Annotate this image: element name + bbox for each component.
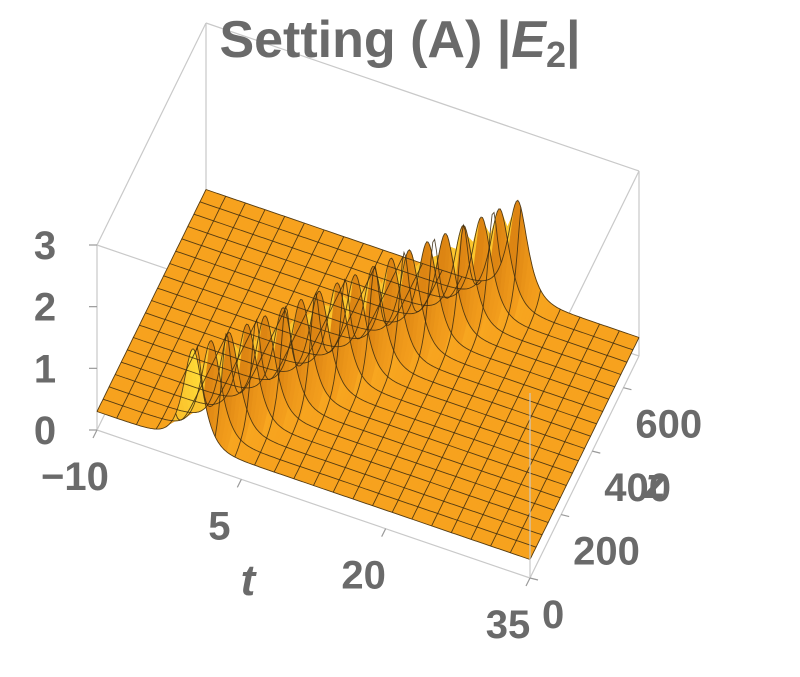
chart-title-symbol: E: [511, 11, 547, 69]
t-tick-label: 20: [341, 554, 386, 598]
box-edge-front: [96, 429, 531, 579]
box-edge-back: [96, 22, 207, 246]
mesh-line-z: [102, 340, 537, 548]
z-tick-label: 200: [573, 530, 640, 574]
t-tick-mark: [236, 479, 242, 488]
z-tick-mark: [529, 577, 539, 581]
mesh-line-z: [121, 315, 555, 511]
x-axis-label: t: [241, 556, 258, 605]
mesh-line-z: [187, 224, 621, 375]
chart-title: Setting (A) |E2|: [219, 11, 580, 75]
mesh-line-z: [193, 213, 628, 363]
mesh-line-z: [175, 241, 609, 400]
mesh-line-z: [96, 348, 531, 560]
chart-title-close: |: [566, 11, 581, 69]
mesh-line-z: [127, 306, 561, 499]
mesh-line-z: [199, 201, 634, 351]
mesh-line-z: [108, 331, 543, 536]
t-tick-label: 35: [486, 603, 531, 647]
bounding-box-front: [96, 355, 640, 579]
mesh-line-z: [151, 273, 585, 449]
chart-title-subscript: 2: [546, 34, 566, 75]
mesh-line-z: [181, 233, 615, 388]
mesh-line-z: [157, 266, 591, 437]
z-tick-mark: [560, 513, 570, 518]
z-tick-label: 600: [635, 403, 702, 447]
mesh-line-z: [205, 189, 640, 338]
height-tick-label: 3: [34, 224, 56, 268]
chart-title-main: Setting (A) |: [219, 11, 511, 69]
t-tick-label: −10: [41, 455, 109, 499]
mesh-line-z: [115, 323, 549, 523]
t-tick-mark: [525, 577, 531, 587]
t-tick-label: 5: [208, 504, 230, 548]
mesh-line-z: [145, 282, 579, 462]
t-tick-mark: [381, 528, 387, 537]
height-tick-label: 2: [34, 286, 56, 330]
mesh-line-z: [169, 249, 603, 412]
z-tick-mark: [623, 387, 632, 391]
z-tick-mark: [592, 450, 601, 454]
box-edge-front: [529, 355, 640, 579]
height-tick-label: 0: [34, 409, 56, 453]
z-tick-label: 400: [604, 466, 671, 510]
surface-mesh: [96, 189, 640, 560]
z-tick-label: 0: [542, 593, 564, 637]
mesh-line-z: [139, 290, 573, 474]
height-tick-label: 1: [34, 347, 56, 391]
mesh-line-z: [133, 298, 567, 486]
t-tick-mark: [92, 429, 98, 439]
mesh-line-z: [163, 257, 597, 425]
y-axis-label: z: [643, 459, 666, 508]
box-edge-back: [205, 22, 640, 172]
